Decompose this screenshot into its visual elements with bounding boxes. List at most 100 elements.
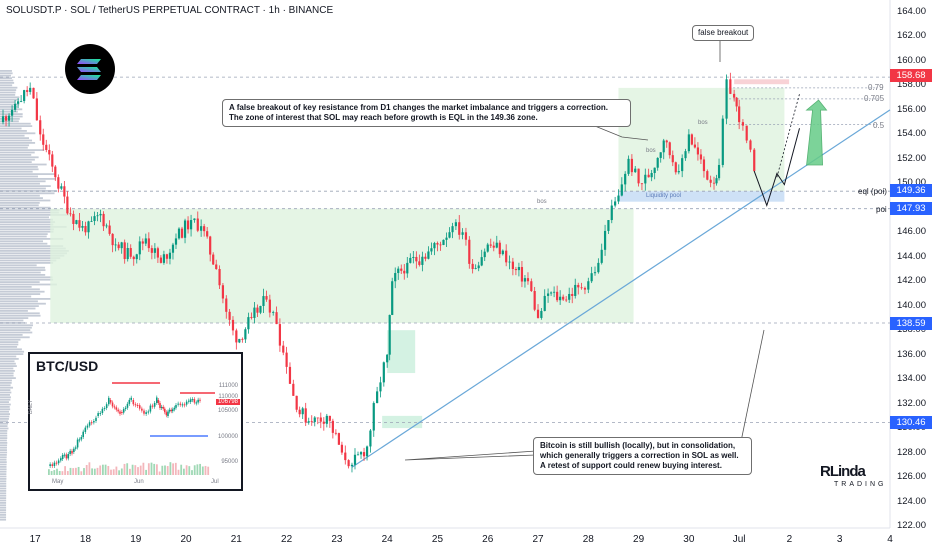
- candle-body: [677, 171, 680, 173]
- volume-profile-bar: [0, 101, 16, 103]
- inset-candle-body: [65, 454, 68, 459]
- volume-profile-bar: [0, 89, 17, 91]
- volume-profile-bar: [0, 192, 55, 195]
- candle-body: [610, 205, 613, 221]
- inset-candle-body: [61, 454, 64, 459]
- inset-xtick-jun: Jun: [134, 479, 144, 485]
- candle-body: [272, 312, 275, 313]
- y-tick-label: 164.00: [896, 6, 926, 17]
- inset-candle-body: [183, 404, 186, 406]
- volume-profile-bar: [0, 168, 39, 171]
- candle-body: [587, 281, 590, 290]
- candle-body: [42, 134, 45, 145]
- candle-body: [620, 184, 623, 196]
- x-tick-label: 28: [582, 534, 594, 545]
- candle-body: [221, 285, 225, 299]
- projection-path: [753, 93, 828, 207]
- inset-candle-body: [105, 404, 108, 409]
- volume-profile-bar: [0, 281, 40, 283]
- candle-body: [644, 174, 647, 184]
- candle-body: [350, 464, 354, 467]
- inset-volume-bar: [134, 465, 137, 475]
- candle-body: [577, 284, 580, 288]
- inset-candle-body: [78, 439, 81, 441]
- inset-ytick-4: 95000: [221, 459, 238, 465]
- candle-body: [514, 269, 517, 271]
- volume-profile-bar: [0, 110, 18, 113]
- candle-body: [39, 120, 42, 135]
- candle-body: [379, 382, 382, 392]
- inset-volume-bar: [64, 466, 66, 475]
- inset-candle-body: [57, 460, 60, 464]
- candle-body: [394, 273, 397, 282]
- inset-volume-bar: [56, 468, 58, 475]
- volume-profile-bar: [0, 226, 67, 228]
- btc-note-line-2: which generally triggers a correction in…: [540, 451, 739, 460]
- inset-volume-bar: [93, 468, 96, 475]
- inset-candle-body: [195, 402, 198, 404]
- volume-profile-bar: [0, 422, 9, 425]
- inset-volume-bar: [50, 471, 53, 475]
- inset-ytick-2: 105000: [217, 408, 238, 414]
- candle-body: [543, 295, 546, 311]
- volume-profile-bar: [0, 398, 11, 401]
- candle-body: [464, 232, 468, 240]
- candle-body: [78, 220, 81, 228]
- candle-body: [725, 79, 728, 119]
- candle-body: [556, 291, 559, 301]
- candle-body: [530, 281, 533, 291]
- candle-body: [225, 298, 228, 312]
- volume-profile-bar: [0, 386, 14, 389]
- volume-profile-bar: [0, 82, 15, 84]
- candle-body: [526, 278, 530, 282]
- candle-body: [162, 254, 166, 263]
- candle-body: [256, 307, 259, 313]
- inset-candle-body: [126, 403, 129, 408]
- volume-profile-bar: [0, 274, 46, 276]
- inset-candle-body: [117, 409, 119, 412]
- candle-body: [495, 242, 498, 248]
- volume-profile-bar: [0, 144, 30, 147]
- volume-profile-bar: [0, 269, 46, 271]
- inset-candle-body: [179, 403, 182, 405]
- volume-profile-bar: [0, 492, 7, 495]
- volume-profile-bar: [0, 343, 19, 346]
- candle-body: [334, 432, 337, 434]
- volume-profile-bar: [0, 444, 8, 447]
- x-tick-label: 19: [130, 534, 142, 545]
- y-tick-label: 162.00: [896, 30, 926, 42]
- inset-volume-bar: [174, 462, 177, 475]
- annotation-false-breakout: false breakout: [692, 25, 755, 41]
- inset-candle-body: [69, 450, 71, 455]
- x-tick-label: 22: [281, 534, 293, 545]
- volume-profile-bar: [0, 374, 14, 377]
- inset-volume-bar: [204, 465, 207, 475]
- inset-volume-bar: [85, 464, 88, 475]
- volume-profile-bar: [0, 439, 7, 442]
- inset-candle-body: [162, 406, 164, 409]
- y-tick-label: 160.00: [896, 54, 926, 66]
- volume-profile-bar: [0, 163, 47, 166]
- volume-profile-bar: [0, 518, 7, 521]
- volume-profile-bar: [0, 406, 10, 408]
- inset-volume-bar: [185, 465, 188, 475]
- volume-profile-bar: [0, 134, 25, 137]
- volume-profile-bar: [0, 271, 41, 274]
- volume-profile-bar: [0, 252, 68, 255]
- volume-profile-bar: [0, 139, 33, 142]
- volume-profile-bar: [0, 259, 57, 262]
- inset-candle-body: [109, 400, 112, 403]
- inset-candle-body: [80, 437, 83, 440]
- candle-body: [406, 262, 409, 274]
- inset-volume-bar: [131, 464, 134, 475]
- volume-profile-bar: [0, 305, 39, 307]
- volume-profile-bar: [0, 96, 20, 99]
- bos-label-1: bos: [537, 199, 547, 205]
- inset-volume-bar: [156, 464, 158, 475]
- volume-profile-bar: [0, 329, 31, 331]
- x-tick-label: 23: [331, 534, 343, 545]
- candle-body: [565, 299, 568, 301]
- candle-body: [259, 305, 262, 313]
- candle-body: [51, 154, 54, 167]
- candle-body: [156, 248, 159, 258]
